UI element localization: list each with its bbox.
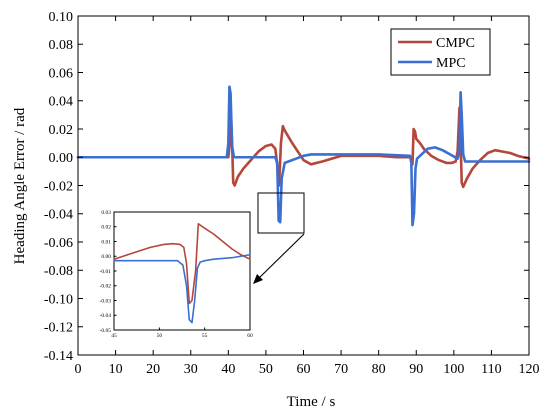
- main-y-tick-label: 0.00: [49, 151, 74, 166]
- main-series-line-cmpc: [76, 106, 531, 189]
- main-x-tick-label: 10: [109, 362, 123, 377]
- y-axis-label: Heading Angle Error / rad: [12, 107, 28, 264]
- main-y-tick-label: -0.06: [44, 236, 73, 251]
- inset-x-tick-label: 60: [247, 333, 253, 339]
- inset-series-line-mpc: [113, 253, 251, 324]
- main-x-tick-label: 100: [443, 362, 464, 377]
- inset-x-tick-label: 55: [202, 333, 208, 339]
- inset-series-line-cmpc: [113, 223, 251, 305]
- inset-series: [113, 223, 251, 324]
- main-x-tick-label: 110: [481, 362, 501, 377]
- main-x-tick-label: 120: [519, 362, 540, 377]
- zoom-region-box: [257, 192, 305, 234]
- inset-axes: 45 50 55 60 -0.05 -0.04 -0.03 -0.02 -0.01 0.00 0.0…: [100, 210, 253, 339]
- main-x-tick-label: 90: [409, 362, 423, 377]
- legend-label-mpc: MPC: [436, 56, 466, 71]
- inset-y-tick-label: -0.01: [100, 269, 112, 275]
- inset-y-tick-label: -0.05: [100, 328, 112, 334]
- inset-y-tick-label: 0.00: [101, 254, 111, 260]
- main-x-tick-label: 80: [372, 362, 386, 377]
- main-y-tick-label: 0.02: [49, 123, 74, 138]
- main-y-tick-label: 0.08: [49, 38, 74, 53]
- main-y-tick-label: 0.06: [49, 66, 74, 81]
- main-x-tick-label: 60: [297, 362, 311, 377]
- legend-label-cmpc: CMPC: [436, 36, 475, 51]
- main-y-tick-label: 0.04: [49, 95, 74, 110]
- inset-x-tick-label: 50: [157, 333, 163, 339]
- legend: CMPC MPC: [390, 28, 491, 76]
- inset-frame: [113, 211, 251, 331]
- main-y-tick-label: -0.14: [44, 349, 73, 364]
- main-x-tick-label: 40: [221, 362, 235, 377]
- inset-y-tick-label: 0.01: [101, 239, 111, 245]
- main-x-tick-label: 70: [334, 362, 348, 377]
- main-x-tick-label: 0: [75, 362, 82, 377]
- zoom-arrowhead: [253, 274, 263, 284]
- main-x-tick-label: 20: [146, 362, 160, 377]
- inset-y-tick-label: 0.02: [101, 225, 111, 231]
- inset-y-tick-label: -0.02: [100, 284, 112, 290]
- main-x-tick-label: 50: [259, 362, 273, 377]
- main-plot: [76, 85, 531, 227]
- main-y-tick-label: -0.04: [44, 208, 73, 223]
- legend-box: [390, 28, 491, 76]
- main-y-tick-label: -0.02: [44, 179, 73, 194]
- zoom-arrow: [256, 233, 305, 281]
- main-axes: 0 10 20 30 40 50 60 70 80 90 100 110 120 -0.14 -0.12 -0…: [44, 10, 540, 377]
- main-y-tick-label: -0.12: [44, 321, 73, 336]
- main-y-tick-label: -0.08: [44, 264, 73, 279]
- main-x-tick-label: 30: [184, 362, 198, 377]
- inset-plot: 45 50 55 60 -0.05 -0.04 -0.03 -0.02 -0.01 0.00 0.0…: [100, 210, 253, 339]
- main-y-tick-label: 0.10: [49, 10, 74, 25]
- inset-y-tick-label: -0.03: [100, 298, 112, 304]
- inset-y-tick-label: -0.04: [100, 313, 112, 319]
- main-y-tick-label: -0.10: [44, 292, 73, 307]
- inset-x-tick-label: 45: [111, 333, 117, 339]
- inset-y-tick-label: 0.03: [101, 210, 111, 216]
- x-axis-label: Time / s: [287, 394, 336, 410]
- main-series-line-mpc: [76, 85, 531, 227]
